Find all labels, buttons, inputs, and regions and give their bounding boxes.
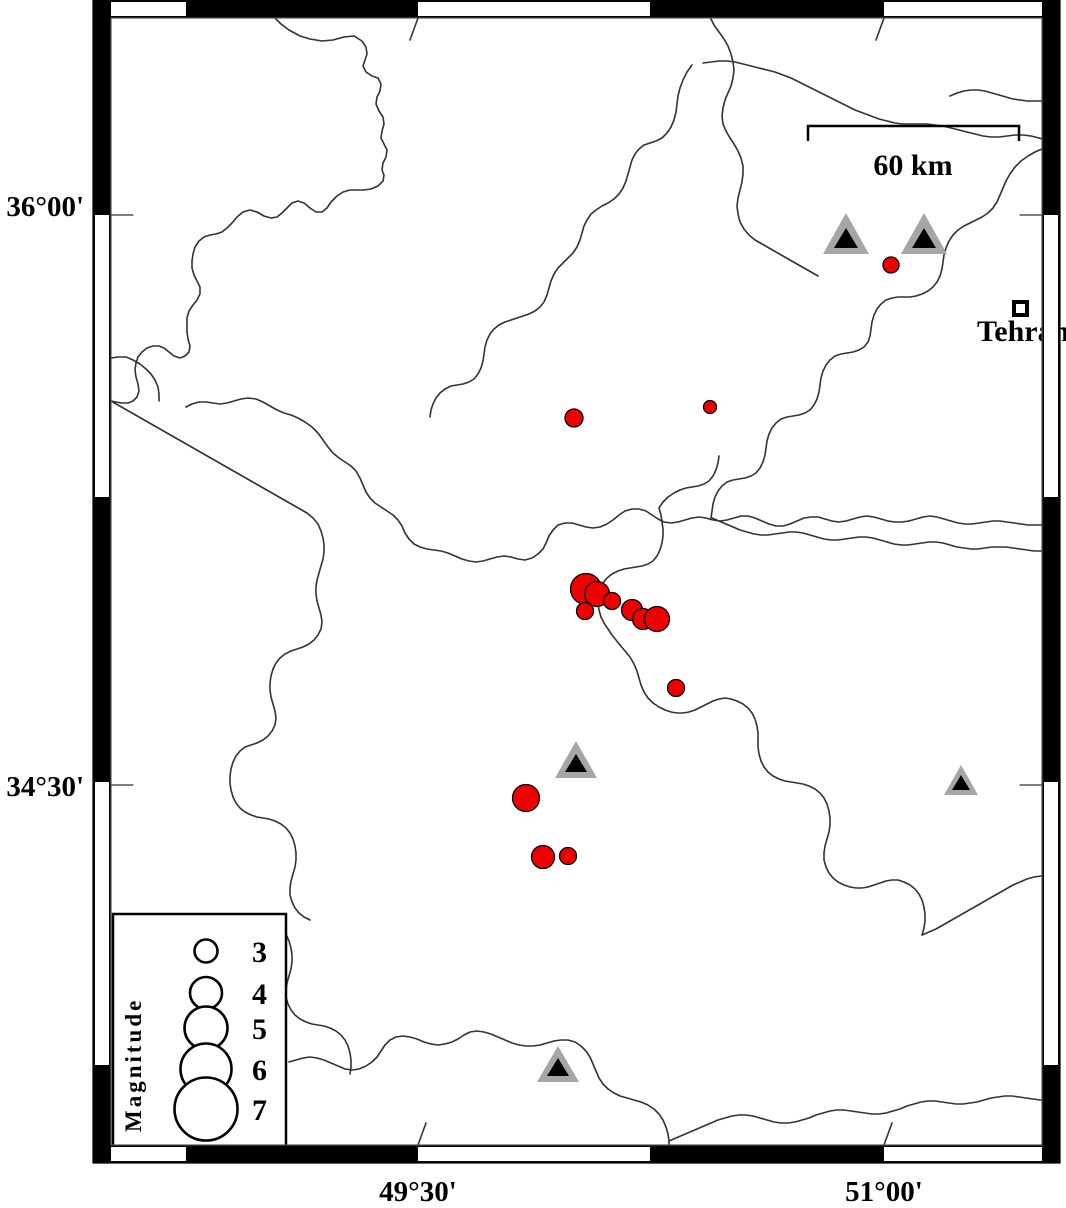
station-north-west-marker xyxy=(823,213,869,254)
frame-outer-outline xyxy=(92,0,1061,1164)
graticule-tick-top-2 xyxy=(875,17,885,41)
frame-bottom-seg-white-3 xyxy=(884,1147,1042,1161)
station-triangle-inner xyxy=(834,228,858,248)
station-triangle-inner xyxy=(912,228,936,248)
boundary-central-mid xyxy=(619,644,926,936)
magnitude-legend: Magnitude 3 45 6 7 xyxy=(111,912,288,1153)
lon-label-51-00: 51°00' xyxy=(845,1176,923,1208)
legend-magnitude-label: 6 xyxy=(252,1054,267,1087)
frame-right-seg-white-2 xyxy=(1044,782,1058,1065)
earthquake-epicenter xyxy=(575,601,595,621)
frame-top-seg-white-3 xyxy=(884,2,1042,16)
lat-label-36: 36°00' xyxy=(6,191,84,223)
boundary-central-notch xyxy=(600,616,621,646)
boundary-west xyxy=(110,400,325,921)
frame-right-seg-white-1 xyxy=(1044,215,1058,497)
scale-bar-label: 60 km xyxy=(873,149,952,182)
boundary-northeast-arm-upper xyxy=(429,64,693,418)
frame-top-seg-white-2 xyxy=(418,2,650,16)
frame-left-seg-white-1 xyxy=(95,215,109,497)
boundary-inner-valley xyxy=(658,455,720,509)
boundary-lines xyxy=(110,16,1043,1146)
frame-left-seg-white-2 xyxy=(95,782,109,1065)
graticule-tick-bottom-2 xyxy=(883,1122,893,1146)
earthquake-epicenter xyxy=(602,591,622,611)
earthquake-epicenter xyxy=(882,256,900,274)
station-east-marker xyxy=(944,765,978,795)
boundary-west-lower xyxy=(285,933,352,1075)
legend-title: Magnitude xyxy=(121,998,146,1132)
frame-bottom xyxy=(93,1145,1060,1163)
legend-magnitude-label: 5 xyxy=(252,1013,267,1046)
earthquake-epicenter xyxy=(702,399,718,415)
seismic-stations xyxy=(537,213,978,1082)
graticule-tick-top-1 xyxy=(409,17,419,41)
earthquake-epicenter xyxy=(564,408,584,428)
legend-symbol-circle xyxy=(173,1076,239,1142)
station-triangle-inner xyxy=(565,754,587,772)
frame-top-seg-white-1 xyxy=(111,2,186,16)
graticule-tick-bottom-1 xyxy=(417,1122,427,1146)
frame-left xyxy=(93,0,111,1163)
earthquake-epicenter xyxy=(643,605,671,633)
station-south-marker xyxy=(537,1046,579,1082)
station-north-east-marker xyxy=(901,213,947,254)
city-marker-square xyxy=(1012,300,1029,317)
boundary-northeast xyxy=(709,16,819,277)
frame-inner-outline xyxy=(110,17,1043,1146)
boundary-east-upper xyxy=(711,517,1042,552)
scale-bar-bracket xyxy=(806,124,1021,141)
boundary-ne-tip xyxy=(710,148,1043,519)
lat-label-34-30: 34°30' xyxy=(6,771,84,803)
earthquake-epicenters xyxy=(511,256,900,870)
boundary-south xyxy=(288,1030,670,1146)
earthquake-epicenter xyxy=(666,678,686,698)
legend-symbol-circle xyxy=(188,975,224,1011)
boundary-central-north-edge xyxy=(185,397,1043,563)
lon-label-49-30: 49°30' xyxy=(379,1176,457,1208)
boundary-east xyxy=(921,875,1043,936)
legend-magnitude-label: 4 xyxy=(252,978,267,1011)
legend-magnitude-label: 7 xyxy=(252,1094,267,1127)
boundary-topright-fine xyxy=(949,89,1042,102)
scale-bar: 60 km xyxy=(806,124,1021,182)
frame-right xyxy=(1042,0,1060,1163)
legend-symbols: 3 45 6 7 xyxy=(173,936,267,1142)
station-triangle-inner xyxy=(952,775,970,790)
earthquake-epicenter xyxy=(530,844,556,870)
boundary-north-lobe xyxy=(110,16,388,404)
frame-bottom-seg-white-1 xyxy=(111,1147,186,1161)
station-central-marker xyxy=(555,741,597,778)
legend-symbol-circle xyxy=(193,938,219,964)
map-frame xyxy=(92,0,1061,1164)
legend-magnitude-label: 3 xyxy=(252,936,267,969)
boundary-northeast-arm xyxy=(702,60,1043,140)
boundary-southeast xyxy=(668,1095,1043,1142)
station-triangle-inner xyxy=(547,1058,569,1076)
frame-top xyxy=(93,0,1060,18)
earthquake-epicenter xyxy=(511,783,541,813)
boundary-mid-left xyxy=(110,356,160,402)
frame-bottom-seg-white-2 xyxy=(418,1147,650,1161)
earthquake-epicenter xyxy=(558,846,578,866)
axis-labels: 36°00' 34°30' 49°30' 51°00' xyxy=(6,191,922,1208)
